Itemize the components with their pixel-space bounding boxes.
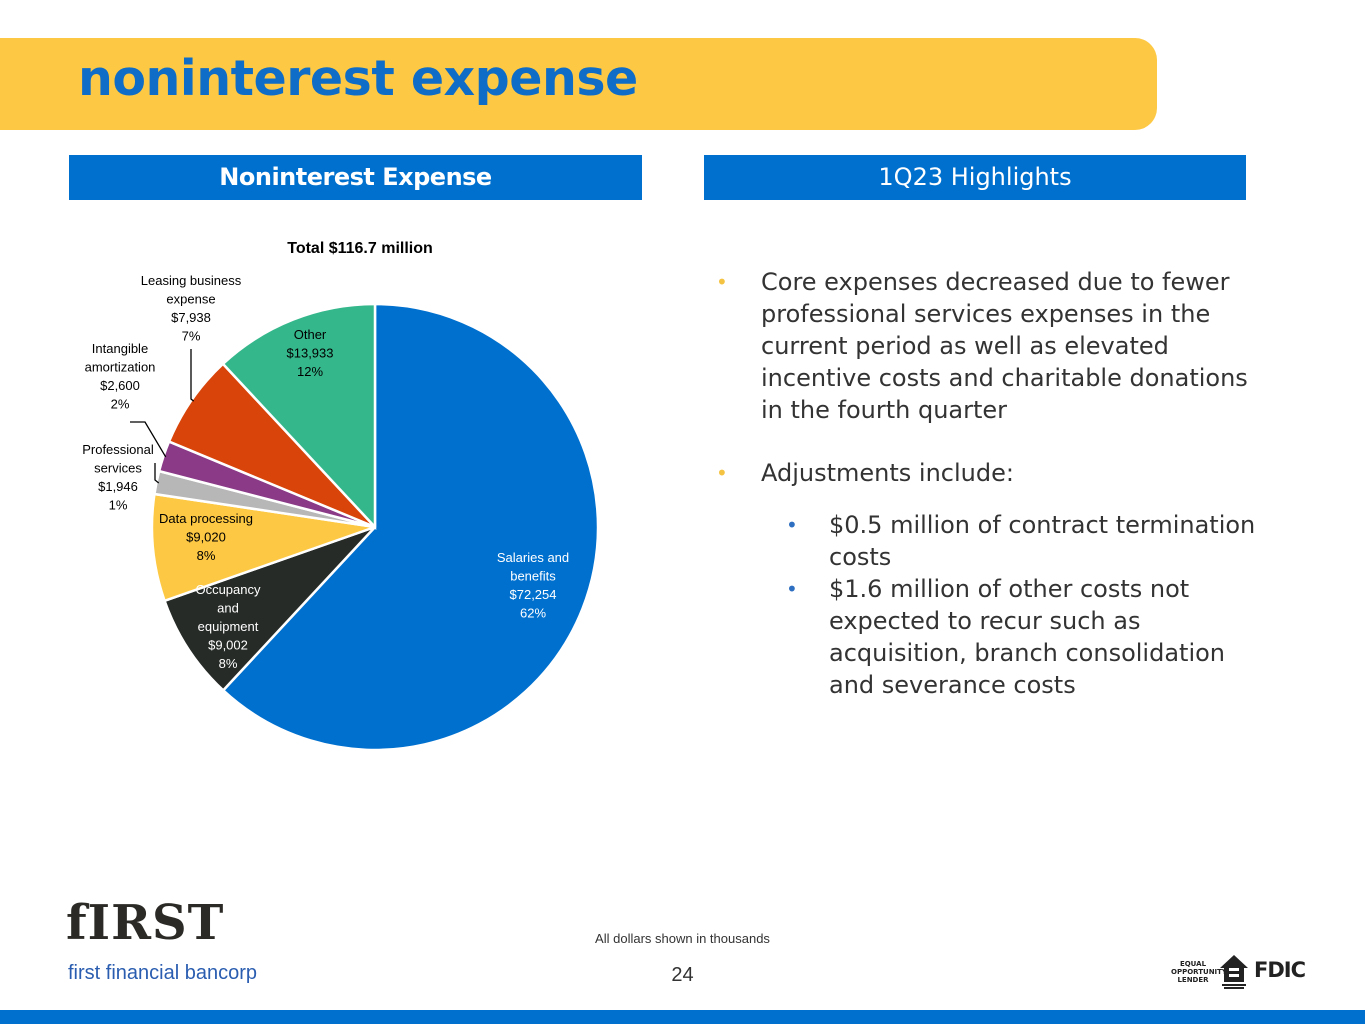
data-label: Professional services $1,946 1% (82, 442, 154, 513)
footnote: All dollars shown in thousands (595, 931, 770, 946)
sub-bullet-text: $0.5 million of contract termination cos… (829, 511, 1256, 571)
highlights-panel-header: 1Q23 Highlights (704, 155, 1246, 200)
pie-chart: Total $116.7 million Salaries and benefit… (82, 240, 600, 752)
data-label: Other $13,933 12% (287, 327, 334, 379)
chart-title: Total $116.7 million (287, 240, 433, 257)
data-label: Occupancy and equipment $9,002 8% (195, 582, 261, 671)
chart-panel-header: Noninterest Expense (69, 155, 642, 200)
leader-line (130, 421, 167, 458)
equal-opportunity-lender-text: EQUAL OPPORTUNITY LENDER (1171, 960, 1228, 984)
bullet-dot: • (716, 270, 728, 294)
data-label: Intangible amortization $2,600 2% (85, 341, 156, 412)
bullet-dot: • (786, 577, 798, 601)
sub-bullet: • $0.5 million of contract termination c… (716, 509, 1276, 573)
slide-title: noninterest expense (78, 50, 638, 107)
highlight-text: Adjustments include: (761, 459, 1014, 487)
compliance-logos: EQUAL OPPORTUNITY LENDER FDIC (1168, 952, 1306, 992)
company-logo-mark: fIRST (66, 895, 225, 951)
company-logo-name: first financial bancorp (68, 962, 257, 984)
pie-slice-data-processing (150, 492, 376, 603)
sub-bullet-text: $1.6 million of other costs not expected… (829, 575, 1225, 699)
pie-slice-salaries-and-benefits (221, 302, 600, 752)
data-label: Leasing business expense $7,938 7% (141, 273, 242, 344)
highlight-bullet: • Core expenses decreased due to fewer p… (716, 266, 1276, 426)
bullet-dot: • (716, 461, 728, 485)
highlight-bullet: • Adjustments include: (716, 457, 1276, 489)
fdic-logo: FDIC (1254, 958, 1306, 982)
bottom-bar (0, 1010, 1365, 1024)
equal-housing-lender-icon (1220, 955, 1248, 989)
leader-line (190, 349, 195, 402)
page-number: 24 (671, 964, 694, 986)
highlights-list: • Core expenses decreased due to fewer p… (716, 266, 1276, 701)
leader-line (154, 463, 160, 484)
sub-bullet: • $1.6 million of other costs not expect… (716, 573, 1276, 701)
title-band (0, 38, 1157, 130)
bullet-dot: • (786, 513, 798, 537)
data-label: Data processing $9,020 8% (159, 511, 253, 563)
highlight-text: Core expenses decreased due to fewer pro… (761, 268, 1248, 424)
pie-slice-occupancy-and-equipment (162, 525, 376, 693)
pie-slice-other (221, 302, 377, 531)
data-label: Salaries and benefits $72,254 62% (497, 550, 569, 621)
